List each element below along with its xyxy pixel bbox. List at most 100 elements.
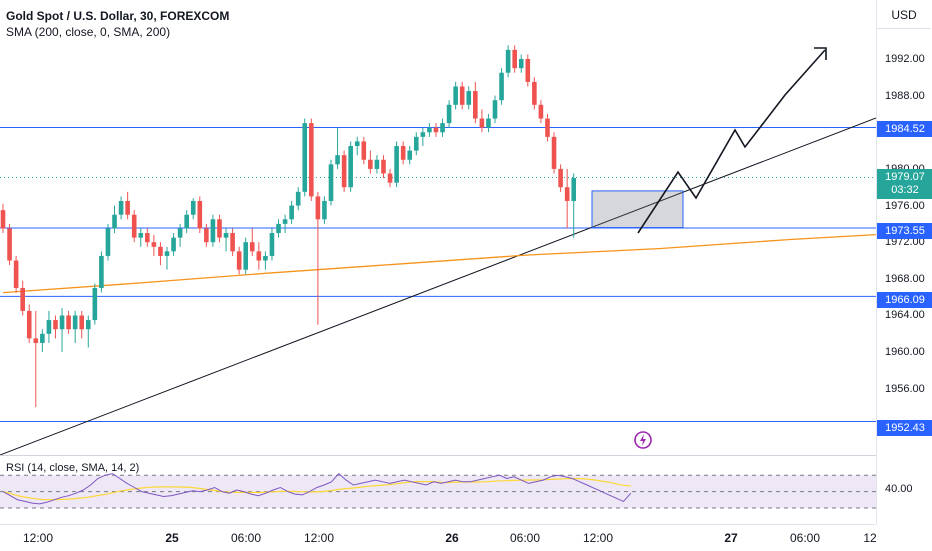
candle[interactable] (46, 310, 52, 343)
candle[interactable] (387, 168, 393, 188)
candle[interactable] (381, 155, 386, 179)
candle[interactable] (413, 132, 419, 156)
candle[interactable] (505, 45, 511, 78)
candle[interactable] (85, 315, 91, 348)
candle[interactable] (328, 159, 334, 206)
candle[interactable] (204, 223, 209, 247)
candle[interactable] (33, 310, 39, 408)
pane-separator[interactable] (0, 455, 932, 456)
candle[interactable] (361, 136, 367, 165)
time-axis[interactable]: 12:00 25 06:00 12:00 26 06:00 12:00 27 06:00 12 (0, 524, 877, 551)
candle[interactable] (322, 196, 327, 224)
candle[interactable] (105, 223, 111, 261)
candle[interactable] (420, 127, 426, 147)
candle[interactable] (374, 155, 380, 174)
candle[interactable] (538, 100, 544, 124)
candle[interactable] (473, 81, 478, 124)
candle[interactable] (99, 251, 104, 293)
candle[interactable] (532, 77, 537, 110)
candle[interactable] (276, 219, 281, 238)
candle[interactable] (256, 242, 262, 270)
candle[interactable] (545, 113, 550, 142)
candle[interactable] (295, 187, 301, 211)
rsi-pane[interactable]: RSI (14, close, SMA, 14, 2) (0, 456, 876, 524)
candle[interactable] (112, 205, 117, 234)
candle[interactable] (551, 132, 557, 174)
candle[interactable] (459, 81, 465, 110)
candle[interactable] (131, 210, 137, 243)
candle[interactable] (289, 200, 294, 224)
candle[interactable] (440, 118, 445, 137)
candle[interactable] (217, 214, 222, 243)
candle[interactable] (335, 127, 340, 169)
candle[interactable] (249, 228, 255, 256)
candle[interactable] (92, 283, 98, 325)
main-chart-pane[interactable]: Gold Spot / U.S. Dollar, 30, FOREXCOM SM… (0, 0, 932, 456)
candle[interactable] (20, 280, 25, 316)
candle[interactable] (72, 310, 78, 343)
candle[interactable] (433, 123, 439, 137)
candle[interactable] (151, 234, 157, 256)
candle[interactable] (59, 308, 65, 353)
candle[interactable] (282, 214, 288, 234)
candle[interactable] (158, 242, 163, 266)
candle[interactable] (518, 54, 524, 73)
candle[interactable] (7, 223, 12, 266)
candle[interactable] (486, 113, 491, 133)
candle[interactable] (564, 168, 570, 229)
candle[interactable] (348, 141, 353, 192)
candle[interactable] (571, 173, 577, 238)
trendline[interactable] (0, 117, 877, 456)
candle[interactable] (125, 191, 130, 220)
candle[interactable] (512, 45, 517, 73)
candle[interactable] (184, 210, 189, 234)
candle[interactable] (145, 228, 150, 247)
candle[interactable] (118, 196, 124, 220)
candle[interactable] (53, 315, 58, 339)
candle[interactable] (210, 214, 216, 247)
candle[interactable] (341, 150, 347, 192)
candle[interactable] (492, 95, 498, 124)
rectangle-zone[interactable] (591, 190, 684, 229)
candle[interactable] (79, 310, 85, 339)
candle[interactable] (13, 255, 19, 293)
candle[interactable] (269, 228, 275, 261)
candle[interactable] (177, 223, 183, 247)
lightning-icon[interactable] (633, 430, 653, 450)
candle[interactable] (309, 118, 314, 201)
candle[interactable] (40, 329, 45, 353)
candle[interactable] (368, 150, 373, 174)
sma-indicator-label[interactable]: SMA (200, close, 0, SMA, 200) (6, 25, 171, 39)
candle[interactable] (446, 100, 452, 128)
candle[interactable] (66, 310, 71, 334)
candle[interactable] (354, 136, 360, 156)
candle[interactable] (466, 86, 472, 110)
candle[interactable] (243, 237, 249, 275)
candle[interactable] (223, 228, 229, 252)
candle[interactable] (499, 68, 504, 105)
candle[interactable] (400, 141, 406, 165)
rsi-line[interactable] (2, 472, 632, 505)
candle[interactable] (479, 109, 485, 133)
candle[interactable] (190, 198, 196, 220)
candle[interactable] (407, 146, 413, 165)
projection-path[interactable] (637, 49, 826, 234)
candle[interactable] (164, 246, 170, 270)
rsi-chart-svg[interactable] (0, 456, 876, 524)
candle[interactable] (525, 54, 531, 87)
candle[interactable] (230, 228, 235, 256)
candle[interactable] (427, 123, 432, 137)
candle[interactable] (302, 118, 308, 197)
candle[interactable] (0, 203, 6, 234)
candle[interactable] (453, 81, 458, 110)
rsi-indicator-label[interactable]: RSI (14, close, SMA, 14, 2) (6, 462, 140, 474)
rsi-ma-line[interactable] (2, 477, 631, 501)
candle[interactable] (263, 251, 268, 270)
candle[interactable] (138, 228, 144, 247)
candle[interactable] (236, 246, 242, 275)
candle[interactable] (394, 141, 399, 188)
candle[interactable] (197, 196, 203, 234)
candle[interactable] (171, 233, 176, 256)
price-scale[interactable]: 1992.001988.001980.001976.001972.001968.… (876, 0, 932, 524)
candle[interactable] (558, 164, 563, 192)
